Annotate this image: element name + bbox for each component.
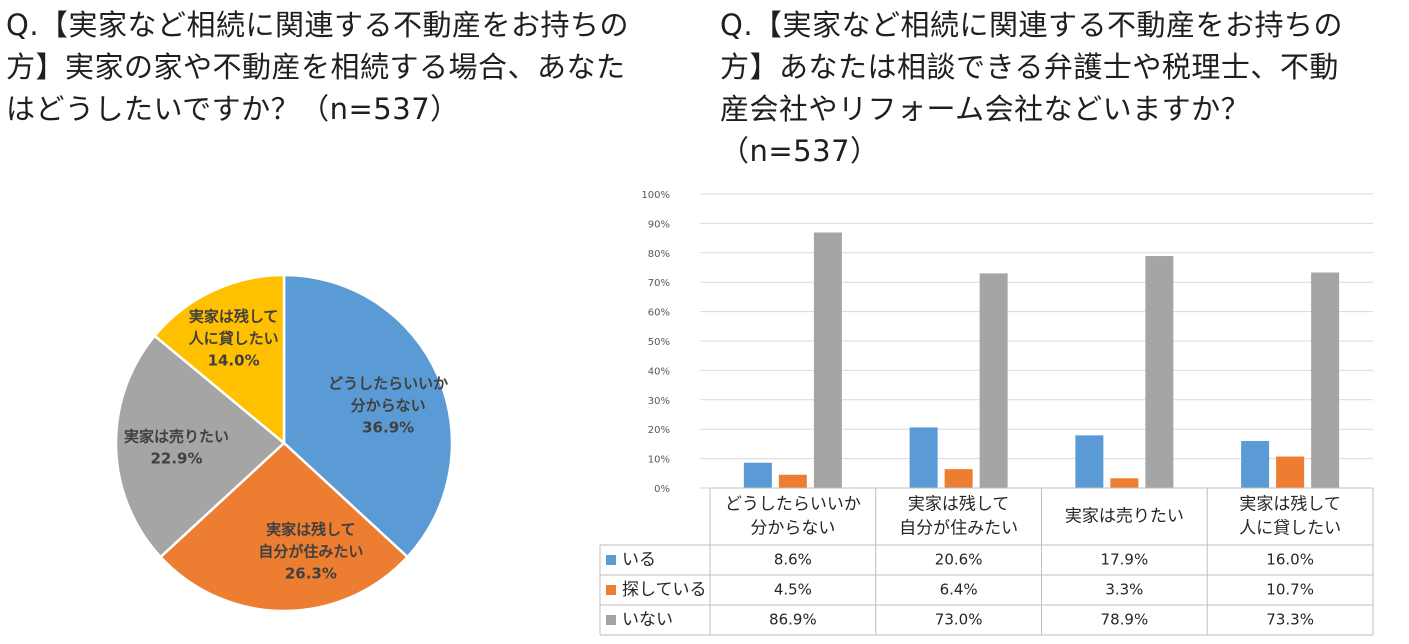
y-tick-label: 10%: [648, 455, 670, 466]
table-cell-value: 20.6%: [935, 551, 983, 569]
pie-slice: [114, 334, 286, 559]
table-cell-value: 3.3%: [1105, 581, 1143, 599]
pie-slice: [152, 273, 286, 446]
legend-key: [606, 555, 616, 565]
pie-slice: [158, 441, 410, 613]
pie-slice: [282, 273, 454, 559]
category-label: 実家は残して: [1239, 495, 1341, 515]
category-label: 人に貸したい: [1239, 519, 1341, 539]
y-tick-label: 70%: [648, 278, 670, 289]
y-tick-label: 40%: [648, 366, 670, 377]
table-cell-value: 17.9%: [1101, 551, 1149, 569]
legend-key: [606, 615, 616, 625]
bar: [944, 469, 973, 488]
legend-series-name: いない: [622, 610, 673, 630]
pie-category-label: 実家は残して: [189, 307, 279, 325]
pie-chart-area: どうしたらいいか 分からない 36.9% 実家は残して 自分が住みたい 26.3% 実家は売…: [0, 180, 580, 640]
table-cell-value: 73.0%: [935, 611, 983, 629]
pie-category-label: どうしたらいいか: [328, 375, 448, 393]
bar: [813, 232, 842, 488]
pie-category-label: 人に貸したい: [189, 329, 279, 347]
legend-series-name: いる: [622, 550, 656, 570]
bar: [1110, 478, 1139, 488]
category-label: どうしたらいいか: [725, 495, 861, 515]
bar: [1075, 435, 1104, 488]
pie-chart: どうしたらいいか分からない36.9%実家は残して自分が住みたい26.3%実家は売…: [114, 273, 454, 613]
bar: [1276, 456, 1305, 488]
question-title-right: Q.【実家など相続に関連する不動産をお持ちの 方】あなたは相談できる弁護士や税理…: [720, 8, 1344, 168]
table-cell-value: 6.4%: [940, 581, 978, 599]
pie-category-label: 自分が住みたい: [258, 543, 363, 561]
category-label: 実家は残して: [908, 495, 1010, 515]
y-tick-label: 60%: [648, 308, 670, 319]
y-tick-label: 80%: [648, 249, 670, 260]
y-tick-label: 30%: [648, 396, 670, 407]
bar-chart-area: 0% 10% 20% 30% 40% 50% 60% 70% 80% 90% 100% どうしたらいい…: [590, 180, 1409, 640]
category-label: 分からない: [750, 519, 835, 539]
bar: [1311, 272, 1340, 488]
y-tick-label: 20%: [648, 425, 670, 436]
table-cell-value: 16.0%: [1266, 551, 1314, 569]
bar: [1241, 440, 1270, 488]
legend-key: [606, 585, 616, 595]
pie-category-label: 実家は売りたい: [124, 428, 229, 446]
pie-category-label: 分からない: [351, 397, 426, 415]
table-cell-value: 8.6%: [774, 551, 812, 569]
table-cell-value: 4.5%: [774, 581, 812, 599]
table-cell-value: 73.3%: [1266, 611, 1314, 629]
table-cell-value: 78.9%: [1101, 611, 1149, 629]
table-cell-value: 86.9%: [769, 611, 817, 629]
y-tick-label: 0%: [654, 484, 670, 495]
legend-series-name: 探している: [622, 580, 707, 600]
bar: [743, 462, 772, 488]
pie-value-label: 22.9%: [150, 450, 202, 468]
pie-value-label: 26.3%: [285, 565, 337, 583]
category-label: 自分が住みたい: [899, 519, 1018, 539]
bar: [909, 427, 938, 488]
category-label: 実家は売りたい: [1065, 507, 1184, 527]
table-cell-value: 10.7%: [1266, 581, 1314, 599]
y-tick-label: 50%: [648, 337, 670, 348]
question-title-left: Q.【実家など相続に関連する不動産をお持ちの 方】実家の家や不動産を相続する場合…: [6, 8, 630, 126]
pie-value-label: 36.9%: [362, 419, 414, 437]
bar: [979, 273, 1008, 488]
bar: [778, 474, 807, 488]
y-tick-label: 90%: [648, 219, 670, 230]
pie-value-label: 14.0%: [208, 351, 260, 369]
bar-chart: 0% 10% 20% 30% 40% 50% 60% 70% 80% 90% 100% どうしたらいい…: [599, 190, 1374, 636]
bar: [1145, 256, 1174, 488]
pie-category-label: 実家は残して: [266, 521, 356, 539]
y-tick-label: 100%: [641, 190, 670, 201]
